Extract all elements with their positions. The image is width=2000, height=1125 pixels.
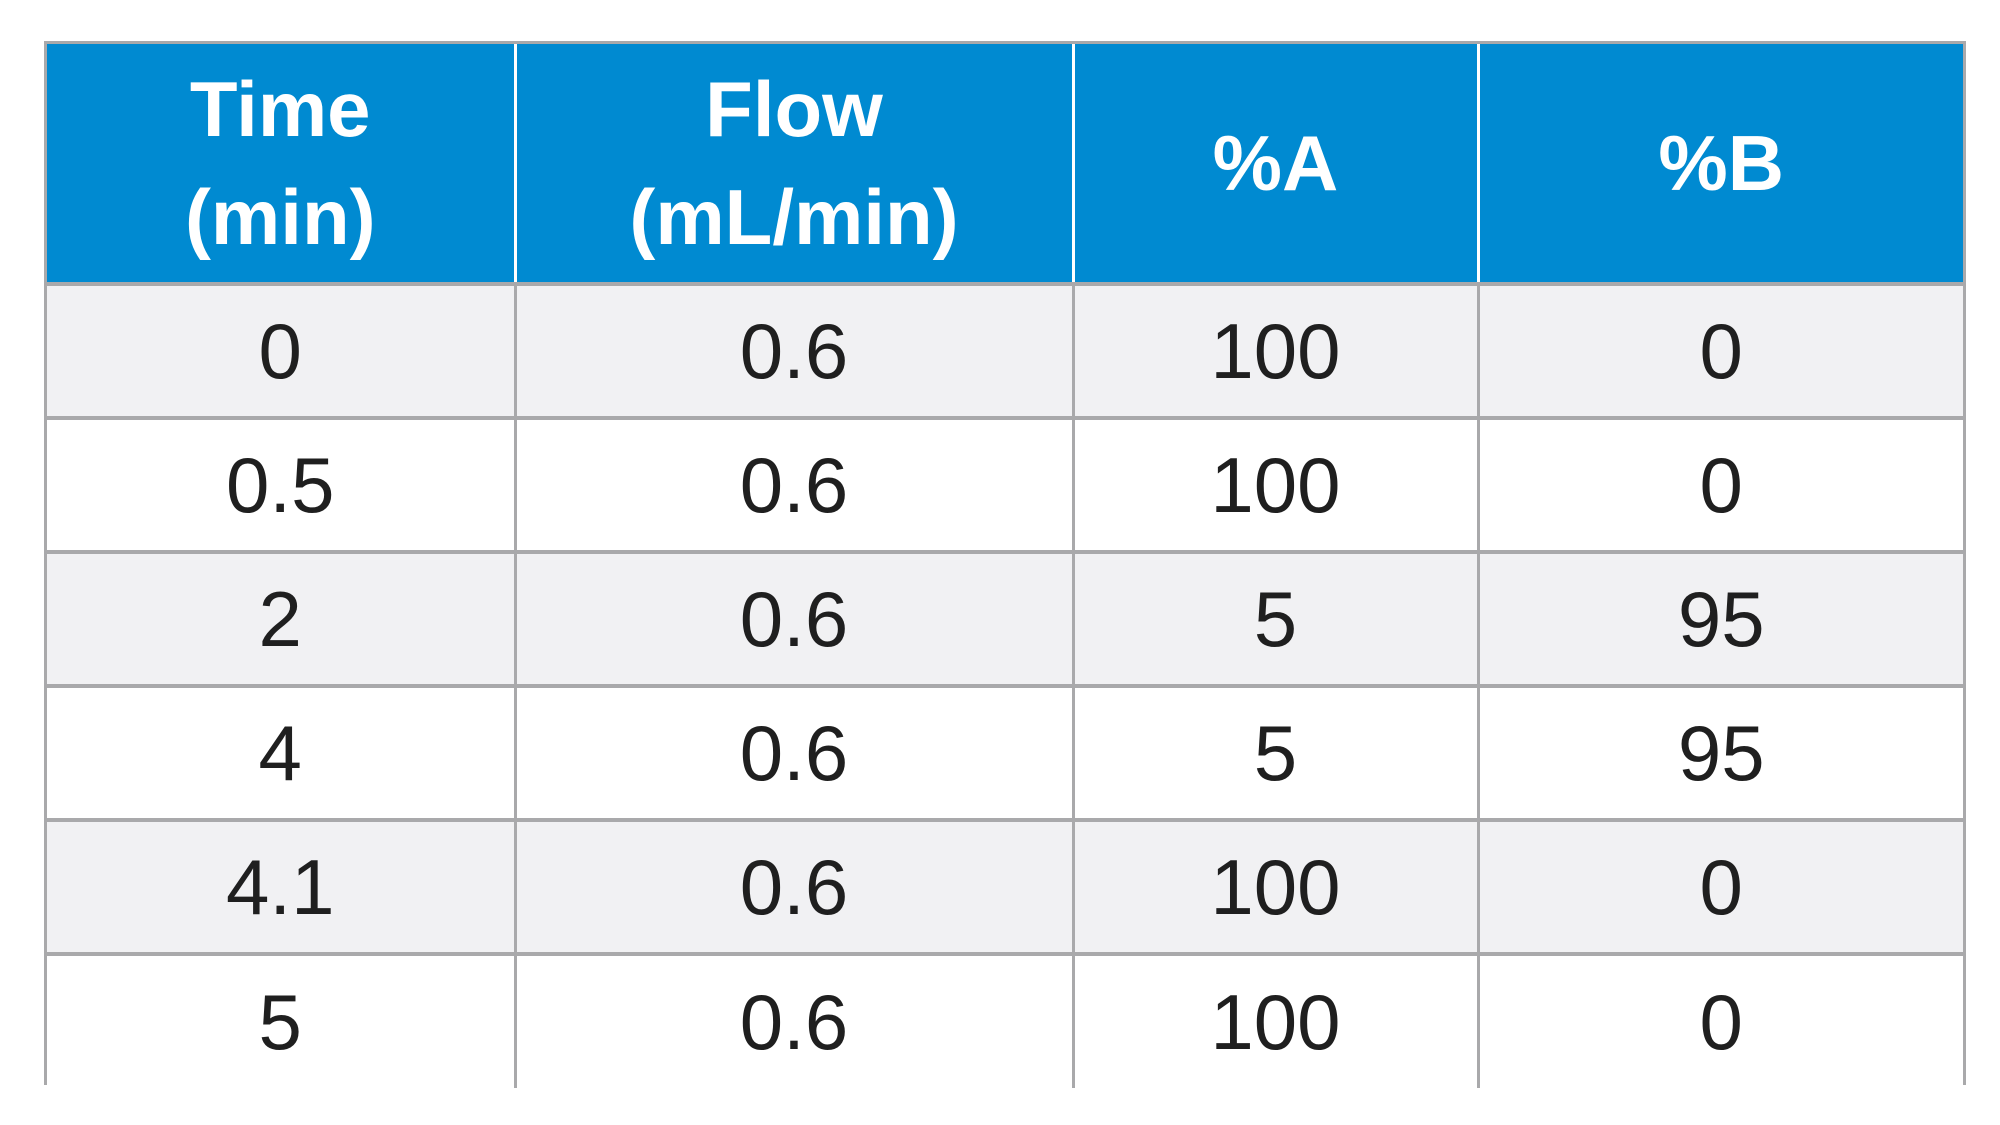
header-time-label: Time xyxy=(189,65,371,153)
cell-time: 5 xyxy=(47,952,517,1088)
cell-percent-b: 0 xyxy=(1478,282,1963,418)
header-flow-unit: (mL/min) xyxy=(629,173,959,261)
header-row: Time (min) Flow (mL/min) %A %B xyxy=(47,44,1963,284)
cell-flow: 0.6 xyxy=(515,952,1075,1088)
header-time: Time (min) xyxy=(47,44,517,284)
cell-flow: 0.6 xyxy=(515,818,1075,954)
table-row: 4 0.6 5 95 xyxy=(47,684,1963,820)
cell-percent-a: 100 xyxy=(1073,416,1480,552)
table-row: 0.5 0.6 100 0 xyxy=(47,416,1963,552)
table-body: 0 0.6 100 0 0.5 0.6 100 0 2 0.6 5 95 4 0… xyxy=(47,282,1963,1088)
header-time-unit: (min) xyxy=(184,173,376,261)
table-row: 2 0.6 5 95 xyxy=(47,550,1963,686)
cell-percent-b: 0 xyxy=(1478,416,1963,552)
cell-time: 4 xyxy=(47,684,517,820)
cell-percent-a: 5 xyxy=(1073,550,1480,686)
cell-time: 0.5 xyxy=(47,416,517,552)
header-percent-b: %B xyxy=(1478,44,1963,284)
cell-percent-b: 0 xyxy=(1478,952,1963,1088)
cell-percent-a: 100 xyxy=(1073,818,1480,954)
cell-percent-b: 0 xyxy=(1478,818,1963,954)
cell-flow: 0.6 xyxy=(515,550,1075,686)
cell-flow: 0.6 xyxy=(515,416,1075,552)
cell-percent-b: 95 xyxy=(1478,684,1963,820)
cell-percent-a: 100 xyxy=(1073,282,1480,418)
table-header: Time (min) Flow (mL/min) %A %B xyxy=(47,44,1963,284)
table-row: 4.1 0.6 100 0 xyxy=(47,818,1963,954)
table-row: 5 0.6 100 0 xyxy=(47,952,1963,1088)
cell-flow: 0.6 xyxy=(515,684,1075,820)
cell-flow: 0.6 xyxy=(515,282,1075,418)
cell-percent-b: 95 xyxy=(1478,550,1963,686)
header-flow: Flow (mL/min) xyxy=(515,44,1075,284)
cell-percent-a: 100 xyxy=(1073,952,1480,1088)
cell-time: 4.1 xyxy=(47,818,517,954)
table-row: 0 0.6 100 0 xyxy=(47,282,1963,418)
cell-time: 2 xyxy=(47,550,517,686)
gradient-table-grid: Time (min) Flow (mL/min) %A %B 0 0.6 100… xyxy=(47,44,1963,1088)
gradient-table: Time (min) Flow (mL/min) %A %B 0 0.6 100… xyxy=(44,41,1966,1088)
header-flow-label: Flow xyxy=(705,65,883,153)
header-percent-a: %A xyxy=(1073,44,1480,284)
cell-percent-a: 5 xyxy=(1073,684,1480,820)
cell-time: 0 xyxy=(47,282,517,418)
